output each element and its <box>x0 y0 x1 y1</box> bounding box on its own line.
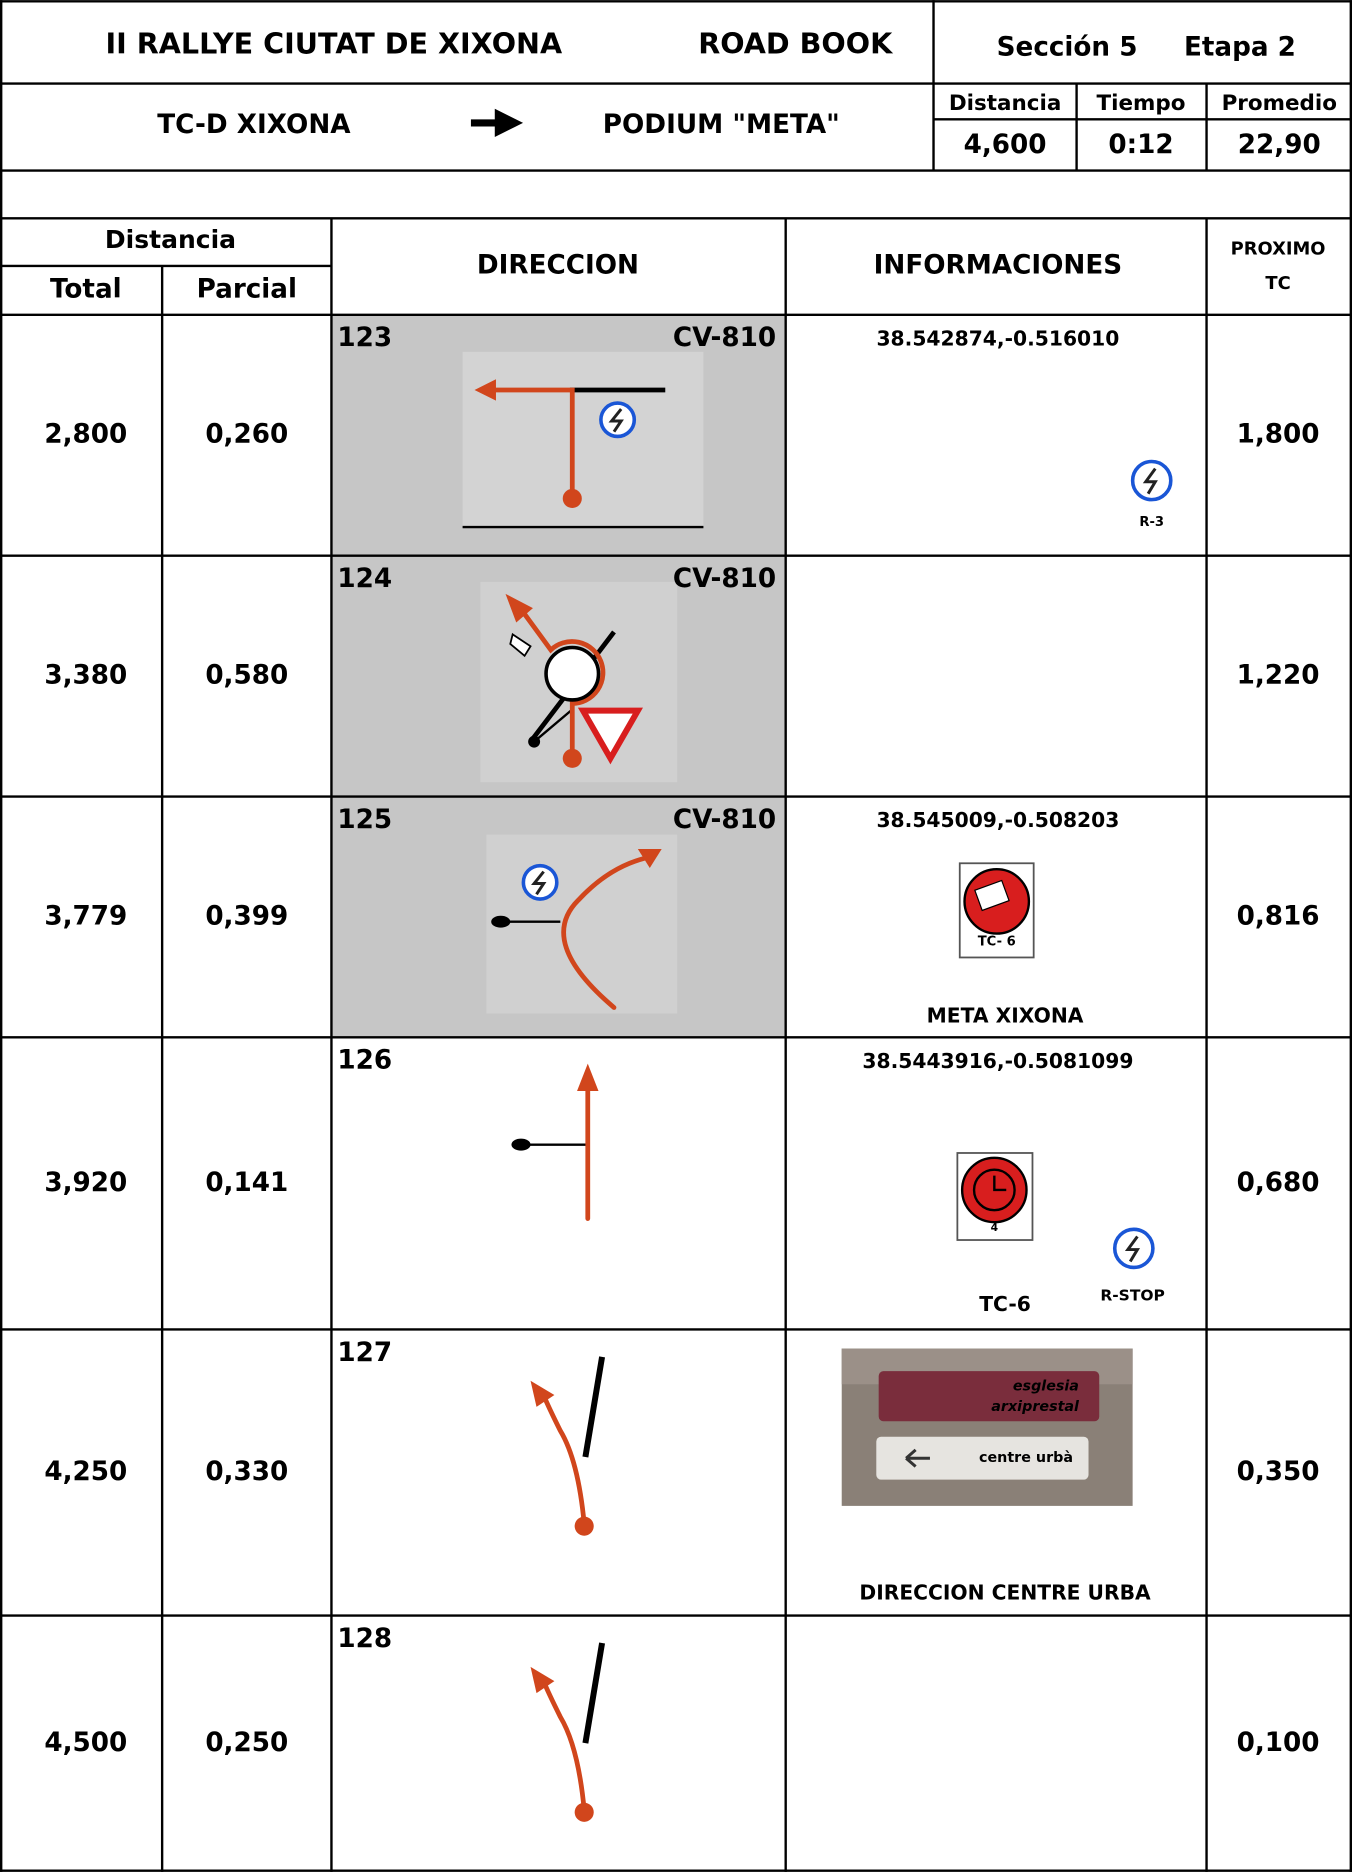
title: II RALLYE CIUTAT DE XIXONA <box>106 26 563 60</box>
total-distance: 3,779 <box>44 901 127 931</box>
total-distance: 3,920 <box>44 1168 127 1198</box>
section: Sección 5 <box>997 32 1138 62</box>
total-distance: 4,250 <box>44 1457 127 1487</box>
column-header: Parcial <box>197 274 297 304</box>
photo-text: arxiprestal <box>991 1399 1080 1415</box>
road-name: CV-810 <box>673 323 776 353</box>
info-text: DIRECCION CENTRE URBA <box>859 1581 1151 1605</box>
coordinates: 38.5443916,-0.5081099 <box>862 1049 1133 1073</box>
diagram-panel <box>462 351 704 528</box>
column-header: TC <box>1265 273 1290 294</box>
diagram-127 <box>530 1356 606 1536</box>
total-distance: 3,380 <box>44 661 127 691</box>
direction-arrow <box>470 108 524 138</box>
road-name: CV-810 <box>673 805 776 835</box>
diagram-128 <box>530 1642 606 1822</box>
note-number: 126 <box>337 1046 392 1076</box>
summary-label: Distancia <box>949 91 1061 116</box>
diagram-124 <box>505 593 644 768</box>
photo-text: centre urbà <box>979 1450 1073 1466</box>
sign-icon <box>1112 1227 1155 1270</box>
summary-label: Promedio <box>1222 91 1337 116</box>
control-flag-icon <box>958 862 1035 959</box>
column-header: PROXIMO <box>1231 238 1326 259</box>
partial-distance: 0,399 <box>205 901 288 931</box>
total-distance: 2,800 <box>44 420 127 450</box>
document-label: ROAD BOOK <box>698 26 894 60</box>
next-tc: 1,800 <box>1237 420 1320 450</box>
total-distance: 4,500 <box>44 1728 127 1758</box>
next-tc: 1,220 <box>1237 661 1320 691</box>
partial-distance: 0,330 <box>205 1457 288 1487</box>
coordinates: 38.545009,-0.508203 <box>876 808 1119 832</box>
note-number: 125 <box>337 805 392 835</box>
partial-distance: 0,141 <box>205 1168 288 1198</box>
start: TC-D XIXONA <box>157 110 351 140</box>
column-header: DIRECCION <box>477 250 639 280</box>
summary-value: 0:12 <box>1108 130 1173 160</box>
sign-icon <box>1130 459 1173 502</box>
summary-value: 4,600 <box>964 130 1047 160</box>
road-name: CV-810 <box>673 564 776 594</box>
note-number: 128 <box>337 1624 392 1654</box>
next-tc: 0,100 <box>1237 1728 1320 1758</box>
coordinates: 38.542874,-0.516010 <box>876 326 1119 350</box>
column-header: Total <box>50 274 122 304</box>
info-text: META XIXONA <box>927 1004 1084 1028</box>
diagram-panel <box>486 834 678 1014</box>
sign-label: R-STOP <box>1100 1287 1165 1305</box>
sign-label: 4 <box>991 1221 998 1234</box>
next-tc: 0,350 <box>1237 1457 1320 1487</box>
finish: PODIUM "META" <box>603 110 840 140</box>
summary-label: Tiempo <box>1096 91 1185 116</box>
sign-label: TC- 6 <box>978 934 1016 949</box>
street-sign-photo <box>841 1348 1133 1506</box>
column-header: Distancia <box>105 225 236 254</box>
photo-text: esglesia <box>1013 1379 1079 1395</box>
next-tc: 0,680 <box>1237 1168 1320 1198</box>
partial-distance: 0,580 <box>205 661 288 691</box>
note-number: 127 <box>337 1338 392 1368</box>
column-header: INFORMACIONES <box>874 250 1123 280</box>
diagram-126 <box>511 1063 599 1221</box>
info-text: TC-6 <box>979 1292 1031 1316</box>
note-number: 123 <box>337 323 392 353</box>
summary-value: 22,90 <box>1238 130 1321 160</box>
sign-label: R-3 <box>1139 515 1164 530</box>
diagram-125 <box>491 848 662 1010</box>
partial-distance: 0,250 <box>205 1728 288 1758</box>
diagram-123 <box>462 379 704 529</box>
next-tc: 0,816 <box>1237 901 1320 931</box>
control-clock-icon <box>956 1152 1034 1241</box>
partial-distance: 0,260 <box>205 420 288 450</box>
note-number: 124 <box>337 564 392 594</box>
stage: Etapa 2 <box>1184 32 1296 62</box>
